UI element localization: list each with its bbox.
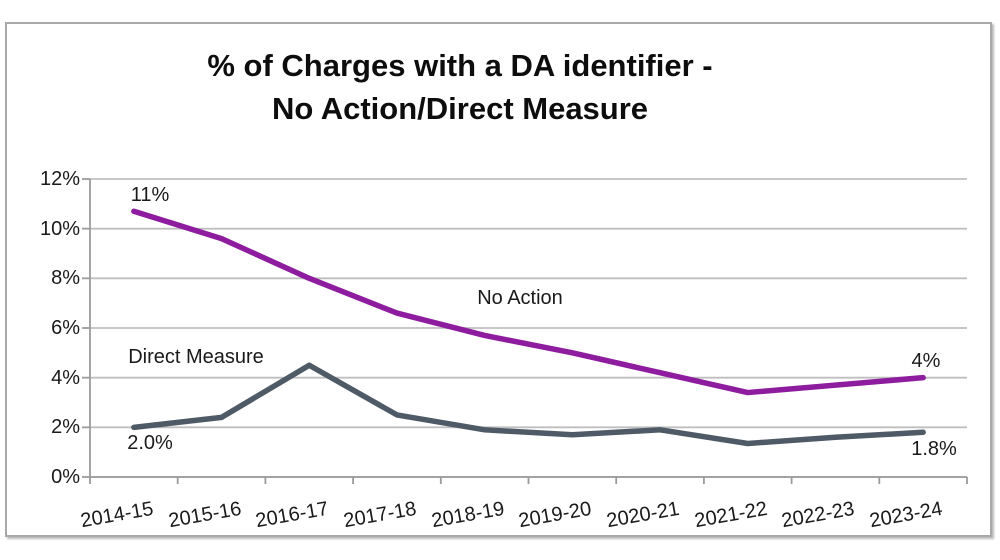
series-label-no-action: No Action [477, 287, 563, 309]
data-label-direct-measure-first: 2.0% [127, 432, 173, 454]
y-axis-tick-label: 2% [51, 416, 80, 439]
y-axis-tick-label: 6% [51, 317, 80, 339]
line-no-action [131, 208, 926, 396]
data-label-no-action-first: 11% [130, 184, 170, 206]
y-axis-tick-label: 8% [51, 267, 80, 290]
data-label-direct-measure-last: 1.8% [911, 438, 957, 460]
chart-title: % of Charges with a DA identifier - No A… [55, 44, 865, 130]
y-axis-tick-label: 10% [39, 217, 80, 240]
chart-frame [5, 22, 992, 537]
y-axis-tick-label: 4% [51, 366, 80, 389]
chart-title-line-1: % of Charges with a DA identifier - [207, 48, 713, 83]
series-label-direct-measure: Direct Measure [128, 346, 264, 368]
line-direct-measure [131, 362, 926, 447]
y-axis-tick-label: 12% [39, 168, 80, 190]
chart-title-line-2: No Action/Direct Measure [271, 91, 649, 126]
y-axis-tick-label: 0% [51, 466, 80, 488]
data-label-no-action-last: 4% [911, 350, 941, 372]
